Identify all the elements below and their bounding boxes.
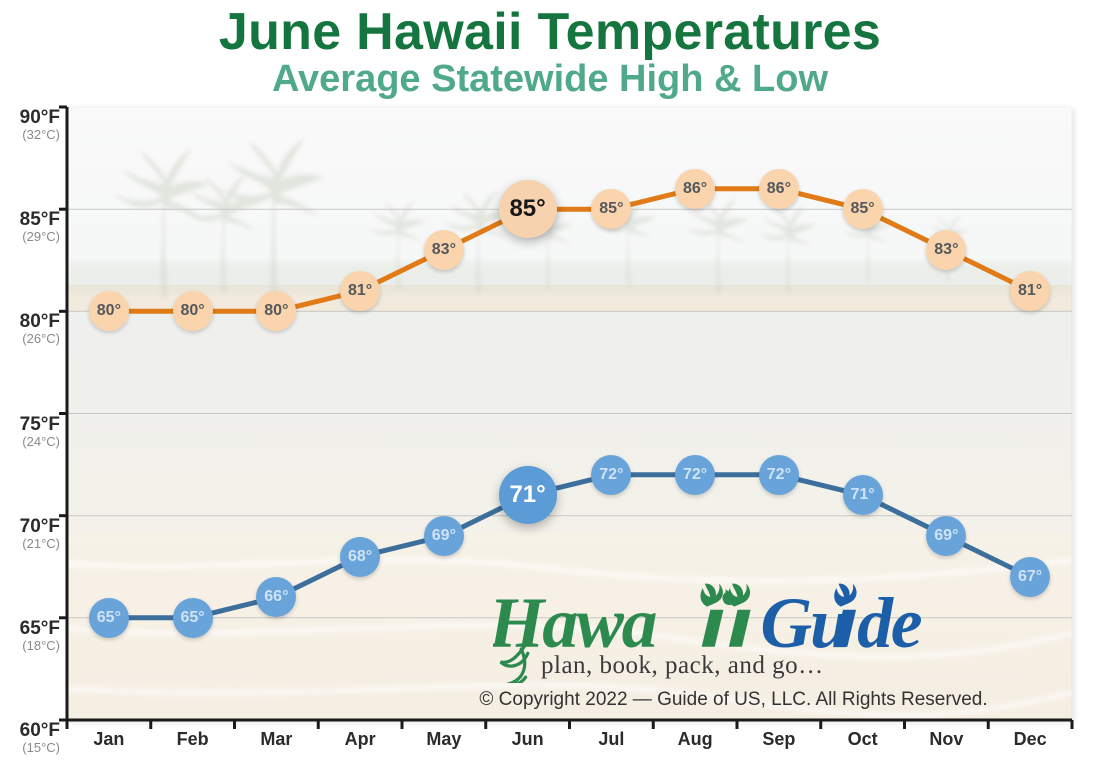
svg-text:Hawa: Hawa — [493, 583, 657, 663]
svg-text:de: de — [857, 583, 922, 663]
